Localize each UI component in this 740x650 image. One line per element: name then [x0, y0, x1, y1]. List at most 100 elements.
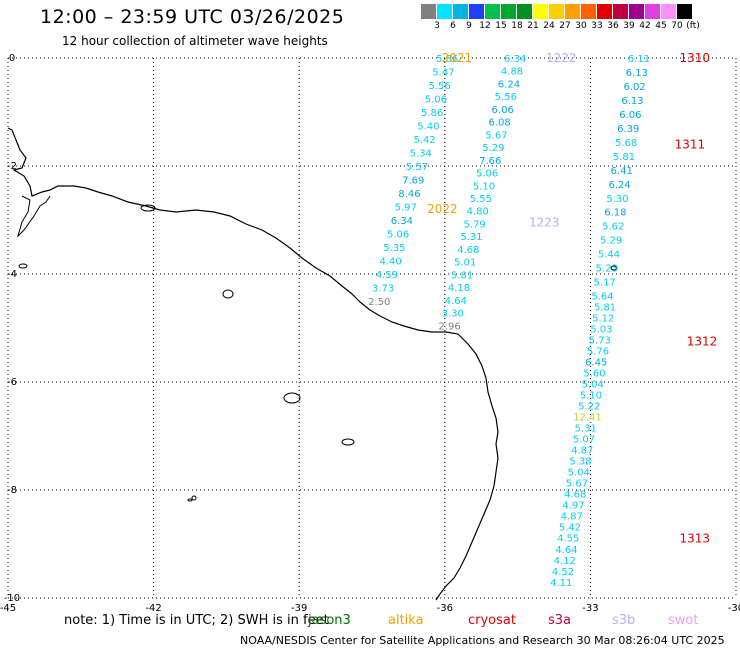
satellite-label: s3a: [548, 613, 572, 628]
coastline: [7, 127, 618, 601]
satellite-label: cryosat: [468, 613, 516, 628]
color-scale-label: 6: [450, 21, 456, 31]
wave-height-label: 5.10: [473, 181, 495, 192]
wave-height-label: 5.56: [429, 81, 451, 92]
satellite-label: s3b: [612, 613, 636, 628]
wave-height-color-scale: [421, 4, 693, 19]
latitude-tick-label: -2: [7, 161, 17, 172]
wave-height-label: 5.47: [432, 68, 454, 79]
time-tag-label: 2022: [427, 202, 458, 216]
latitude-tick-label: -10: [4, 593, 20, 604]
wave-height-label: 5.23: [596, 264, 618, 275]
island-shape: [283, 392, 301, 404]
color-swatch: [485, 4, 501, 19]
wave-height-label: 6.06: [492, 105, 514, 116]
wave-height-label: 2.50: [368, 297, 390, 308]
color-swatch: [581, 4, 597, 19]
wave-height-label: 4.40: [379, 257, 401, 268]
wave-height-label: 5.29: [600, 236, 622, 247]
color-swatch: [533, 4, 549, 19]
color-scale-label: 27: [559, 21, 571, 31]
coastline-path: [7, 127, 499, 601]
wave-height-label: 6.13: [621, 96, 643, 107]
wave-height-label: 5.10: [580, 391, 602, 402]
latitude-tick-label: -6: [7, 377, 17, 388]
wave-height-label: 5.57: [406, 162, 428, 173]
time-tag-label: 2021: [442, 51, 473, 65]
longitude-tick-label: -45: [0, 603, 16, 614]
time-tag-label: 1313: [679, 532, 710, 546]
wave-height-label: 4.59: [376, 270, 398, 281]
color-scale-label: 9: [466, 21, 472, 31]
color-swatch: [517, 4, 533, 19]
longitude-tick-label: -36: [437, 603, 453, 614]
wave-height-label: 5.67: [485, 130, 507, 141]
satellite-label: jason3: [308, 613, 351, 628]
latitude-tick-label: 0: [9, 53, 15, 64]
wave-height-label: 4.52: [552, 567, 574, 578]
longitude-tick-label: -33: [582, 603, 598, 614]
wave-height-label: 5.68: [615, 138, 637, 149]
color-scale-label: 39: [623, 21, 635, 31]
wave-height-label: 5.31: [460, 232, 482, 243]
footer-note: note: 1) Time is in UTC; 2) SWH is in fe…: [64, 613, 329, 628]
wave-height-label: 4.64: [445, 296, 467, 307]
wave-height-label: 5.97: [395, 203, 417, 214]
color-swatch: [453, 4, 469, 19]
color-swatch: [597, 4, 613, 19]
wave-height-label: 6.34: [504, 54, 526, 65]
wave-height-label: 4.87: [571, 446, 593, 457]
wave-height-label: 4.18: [448, 283, 470, 294]
wave-height-label: 6.11: [628, 54, 650, 65]
wave-height-label: 6.39: [617, 124, 639, 135]
wave-height-label: 2.96: [439, 321, 461, 332]
wave-height-label: 5.62: [602, 222, 624, 233]
wave-height-label: 5.79: [463, 219, 485, 230]
color-swatch: [677, 4, 693, 19]
wave-height-label: 6.24: [609, 180, 631, 191]
island-shape: [610, 265, 618, 271]
wave-height-label: 5.01: [454, 258, 476, 269]
wave-height-label: 5.81: [613, 152, 635, 163]
island-shape: [222, 289, 234, 299]
wave-height-label: 5.22: [578, 402, 600, 413]
footer-credit: NOAA/NESDIS Center for Satellite Applica…: [240, 634, 725, 647]
island-shape: [140, 204, 156, 212]
wave-height-label: 5.42: [559, 523, 581, 534]
wave-height-label: 5.40: [417, 122, 439, 133]
wave-height-label: 4.12: [554, 556, 576, 567]
wave-height-label: 6.34: [391, 216, 413, 227]
wave-height-label: 5.31: [575, 424, 597, 435]
wave-height-label: 5.29: [482, 143, 504, 154]
color-scale-label: 18: [511, 21, 523, 31]
latitude-tick-label: -4: [7, 269, 17, 280]
color-swatch: [501, 4, 517, 19]
wave-height-label: 5.17: [594, 278, 616, 289]
wave-height-label: 5.03: [590, 324, 612, 335]
wave-height-label: 5.44: [598, 250, 620, 261]
wave-height-label: 5.30: [606, 194, 628, 205]
wave-height-label: 5.81: [594, 302, 616, 313]
color-swatch: [645, 4, 661, 19]
wave-height-label: 4.88: [501, 67, 523, 78]
time-tag-label: 1222: [546, 51, 577, 65]
color-scale-label: 70: [671, 21, 683, 31]
color-scale-unit: (ft): [686, 21, 700, 31]
wave-height-label: 6.24: [498, 79, 520, 90]
color-scale-label: 24: [543, 21, 555, 31]
longitude-tick-label: -42: [145, 603, 161, 614]
color-swatch: [661, 4, 677, 19]
wave-height-label: 6.13: [626, 68, 648, 79]
island-shape: [187, 498, 193, 502]
island-shape: [18, 263, 28, 269]
wave-height-label: 5.76: [587, 346, 609, 357]
wave-height-label: 6.45: [585, 357, 607, 368]
color-swatch: [437, 4, 453, 19]
wave-height-label: 6.02: [624, 82, 646, 93]
map-subtitle: 12 hour collection of altimeter wave hei…: [62, 34, 328, 48]
wave-height-label: 4.68: [457, 245, 479, 256]
island-shape: [191, 495, 197, 501]
wave-height-label: 3.73: [372, 284, 394, 295]
wave-height-label: 4.64: [555, 545, 577, 556]
latitude-tick-label: -8: [7, 485, 17, 496]
